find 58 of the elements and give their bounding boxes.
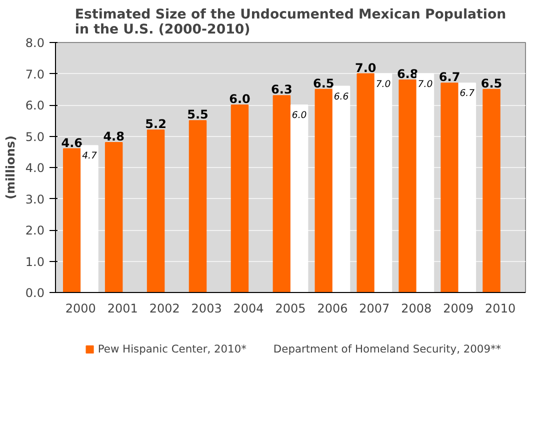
bar [398, 80, 416, 292]
data-label: 4.8 [103, 130, 124, 144]
bar [374, 73, 392, 292]
text: Department of Homeland Security, 2009** [273, 342, 502, 356]
data-label: 6.8 [396, 67, 418, 81]
x-tick-label: 2008 [401, 302, 432, 316]
y-tick-label: 6.0 [25, 98, 45, 112]
x-tick-label: 2005 [275, 302, 306, 316]
bar [332, 86, 350, 292]
x-tick-label: 2006 [317, 302, 348, 316]
data-label: 4.6 [61, 136, 83, 150]
data-label: 7.0 [418, 78, 433, 90]
data-label: 7.0 [376, 78, 391, 90]
data-label: 6.0 [292, 110, 307, 121]
data-label: 6.7 [438, 70, 460, 84]
data-label: 6.5 [480, 76, 502, 90]
data-label: 6.7 [460, 88, 475, 100]
x-tick-label: 2007 [359, 302, 390, 316]
bar [458, 82, 476, 292]
bar [188, 120, 207, 292]
bar [314, 88, 333, 292]
x-tick-label: 2001 [107, 302, 138, 316]
data-label: 5.5 [187, 108, 208, 122]
x-tick-label: 2002 [149, 302, 180, 316]
y-tick-label: 0.0 [25, 286, 45, 300]
x-tick-label: 2000 [65, 302, 96, 316]
y-axis-title: (millions) [3, 136, 18, 200]
y-tick-label: 3.0 [25, 192, 45, 206]
y-tick-label: 5.0 [25, 130, 45, 144]
data-label: 6.6 [334, 91, 349, 102]
bar [62, 148, 81, 292]
data-label: 6.3 [271, 82, 292, 97]
bar [230, 104, 249, 292]
bar [146, 130, 165, 292]
bar [80, 145, 98, 292]
data-label: 6.0 [229, 92, 250, 106]
bar [482, 88, 500, 292]
x-tick-label: 2003 [191, 302, 222, 316]
bar [104, 142, 123, 292]
bar [440, 82, 458, 292]
bar [416, 73, 434, 292]
x-tick-label: 2004 [233, 302, 264, 316]
y-tick-label: 7.0 [25, 67, 45, 82]
x-tick-label: 2010 [485, 302, 516, 316]
y-tick-label: 1.0 [25, 254, 45, 269]
data-label: 7.0 [354, 60, 376, 75]
y-tick-label: 2.0 [25, 224, 45, 238]
chart-title: Estimated Size of the Undocumented Mexican Population in the U.S. (2000-2010) [74, 8, 506, 38]
data-label: 5.2 [145, 117, 166, 131]
legend-label: Pew Hispanic Center, 2010* [98, 342, 246, 356]
y-tick-label: 8.0 [25, 36, 45, 50]
bar [272, 95, 291, 292]
x-tick-label: 2009 [443, 302, 474, 316]
bar [290, 104, 308, 292]
y-tick-label: 4.0 [25, 161, 45, 175]
bar [356, 73, 374, 292]
data-label: 6.5 [313, 76, 334, 90]
data-label: 4.7 [82, 150, 97, 162]
